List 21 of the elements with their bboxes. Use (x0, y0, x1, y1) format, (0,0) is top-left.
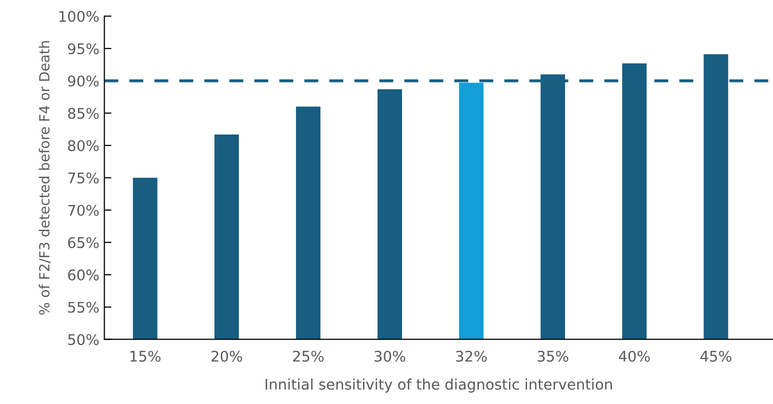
x-tick-label: 20% (212, 350, 242, 362)
x-tick-label: 32% (456, 350, 487, 362)
x-tick-label: 35% (538, 350, 568, 362)
x-tick-label: 15% (130, 350, 161, 362)
y-tick-label: 60% (68, 269, 99, 280)
y-tick-label: 55% (68, 302, 99, 313)
y-tick-label: 70% (68, 204, 99, 216)
y-tick-label: 75% (68, 172, 99, 184)
y-tick-label: 50% (68, 334, 99, 346)
x-axis-title: Innitial sensitivity of the diagnostic intervention (266, 378, 612, 393)
x-tick-label: 25% (293, 350, 324, 362)
y-axis-title: % of F2/F3 detected before F4 or Death (38, 41, 51, 315)
y-tick-label: 100% (59, 10, 99, 22)
x-tick-label: 45% (700, 350, 732, 362)
y-tick-label: 85% (68, 108, 99, 119)
y-tick-label: 90% (68, 76, 99, 87)
x-tick-label: 30% (374, 350, 406, 362)
y-tick-label: 65% (68, 237, 99, 248)
y-tick-label: 95% (68, 43, 99, 54)
y-tick-label: 80% (68, 140, 99, 152)
x-tick-label: 40% (618, 350, 650, 362)
